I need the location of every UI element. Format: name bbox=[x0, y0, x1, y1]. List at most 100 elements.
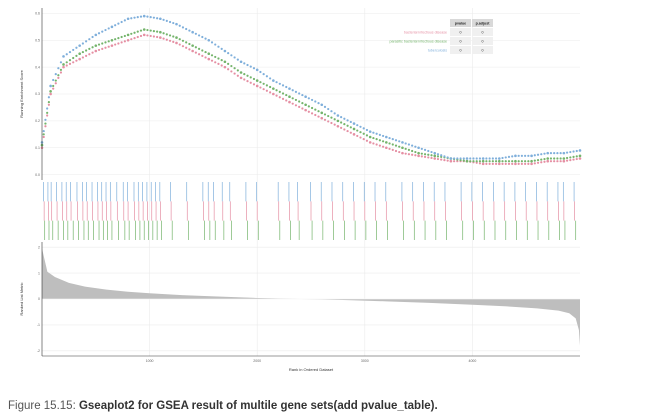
es-point bbox=[375, 143, 378, 146]
es-point bbox=[255, 84, 259, 88]
table-header-label: p.adjust bbox=[476, 22, 491, 26]
es-point bbox=[372, 131, 375, 134]
es-point bbox=[540, 158, 543, 161]
es-point bbox=[110, 25, 114, 29]
es-point bbox=[72, 56, 75, 60]
es-point bbox=[91, 51, 94, 54]
es-point bbox=[340, 116, 343, 119]
table-cell bbox=[450, 37, 471, 45]
es-point bbox=[149, 34, 152, 38]
es-point bbox=[504, 162, 507, 165]
es-point bbox=[317, 102, 320, 105]
es-point bbox=[333, 123, 336, 126]
es-point bbox=[330, 116, 333, 119]
es-point bbox=[146, 15, 149, 18]
es-point bbox=[217, 45, 220, 48]
es-y-tick-label: 0.4 bbox=[35, 65, 40, 69]
es-point bbox=[278, 90, 281, 93]
es-point bbox=[68, 62, 72, 65]
es-point bbox=[152, 35, 156, 38]
es-point bbox=[85, 40, 88, 43]
es-point bbox=[159, 36, 162, 39]
es-point bbox=[178, 24, 181, 27]
es-point bbox=[398, 145, 401, 148]
es-point bbox=[210, 54, 214, 57]
es-point bbox=[301, 93, 304, 97]
es-point bbox=[401, 146, 404, 150]
es-point bbox=[520, 162, 523, 165]
es-point bbox=[304, 95, 307, 98]
es-point bbox=[130, 38, 133, 41]
es-point bbox=[407, 153, 411, 156]
es-point bbox=[368, 141, 372, 144]
es-point bbox=[285, 99, 288, 102]
es-point bbox=[401, 141, 404, 144]
es-point bbox=[217, 57, 220, 60]
table-row-label: parasitic bacterial infectious disease bbox=[389, 40, 447, 44]
es-point bbox=[214, 61, 217, 64]
es-point bbox=[572, 155, 575, 158]
es-point bbox=[288, 87, 291, 90]
es-point bbox=[494, 162, 498, 165]
es-point bbox=[181, 39, 185, 42]
es-point bbox=[233, 56, 236, 59]
es-point bbox=[172, 21, 175, 25]
es-point bbox=[59, 61, 63, 64]
es-point bbox=[530, 154, 533, 158]
es-point bbox=[472, 160, 475, 163]
es-point bbox=[159, 30, 162, 34]
es-point bbox=[65, 61, 68, 64]
caption-prefix: Figure 15.15: bbox=[8, 400, 79, 412]
x-tick-label: 3000 bbox=[361, 359, 369, 363]
es-point bbox=[427, 153, 430, 156]
es-point bbox=[59, 68, 63, 71]
es-point bbox=[572, 150, 575, 153]
es-point bbox=[214, 55, 217, 59]
es-point bbox=[47, 100, 50, 104]
es-point bbox=[481, 162, 485, 166]
es-point bbox=[317, 110, 320, 113]
es-point bbox=[47, 103, 50, 106]
es-point bbox=[94, 49, 98, 53]
es-point bbox=[368, 135, 372, 139]
es-point bbox=[223, 49, 227, 53]
es-point bbox=[433, 157, 437, 160]
es-point bbox=[488, 160, 491, 163]
es-point bbox=[485, 160, 488, 163]
es-point bbox=[249, 65, 252, 68]
es-point bbox=[475, 157, 478, 160]
es-point bbox=[420, 155, 423, 158]
es-point bbox=[259, 86, 262, 89]
es-point bbox=[291, 102, 294, 105]
es-point bbox=[549, 160, 553, 163]
es-point bbox=[420, 152, 423, 155]
es-point bbox=[75, 59, 78, 62]
es-point bbox=[478, 160, 482, 163]
es-point bbox=[265, 89, 268, 92]
es-point bbox=[346, 129, 349, 133]
table-cell-value: 0 bbox=[460, 49, 462, 53]
es-point bbox=[352, 127, 356, 131]
es-point bbox=[49, 92, 52, 96]
es-point bbox=[368, 130, 372, 133]
es-point bbox=[307, 97, 310, 100]
es-point bbox=[388, 142, 391, 145]
es-point bbox=[514, 162, 517, 166]
es-point bbox=[298, 100, 301, 103]
table-cell-value: 0 bbox=[482, 31, 484, 35]
table-header-label: pvalue bbox=[455, 22, 466, 26]
es-y-tick-label: 0.5 bbox=[35, 38, 40, 42]
es-point bbox=[223, 60, 227, 64]
es-point bbox=[394, 139, 398, 142]
es-point bbox=[517, 160, 520, 163]
es-point bbox=[65, 64, 68, 67]
es-point bbox=[349, 131, 352, 134]
rank-y-tick-label: -2 bbox=[37, 349, 40, 353]
es-point bbox=[204, 56, 207, 59]
es-point bbox=[388, 136, 391, 140]
es-point bbox=[78, 44, 81, 47]
es-point bbox=[142, 28, 146, 31]
es-series-0 bbox=[40, 33, 582, 166]
es-point bbox=[204, 50, 207, 54]
es-point bbox=[481, 157, 485, 160]
